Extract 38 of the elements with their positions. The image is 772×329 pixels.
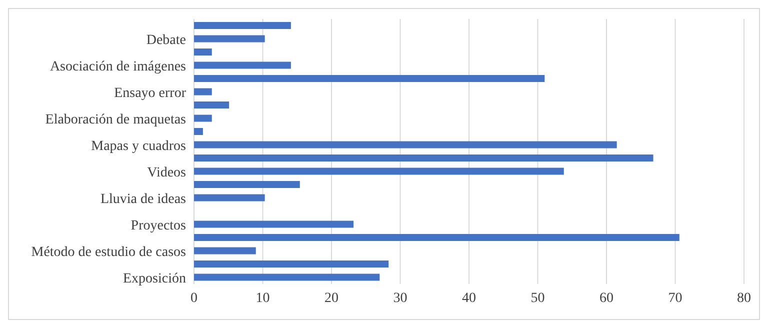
x-tick-label: 50 <box>530 290 545 306</box>
bar <box>194 168 564 175</box>
y-tick-label: Videos <box>147 165 186 180</box>
y-tick-label: Proyectos <box>130 218 186 234</box>
x-tick-label: 70 <box>668 290 682 306</box>
y-tick-label: Asociación de imágenes <box>50 59 186 74</box>
bar <box>194 22 291 29</box>
x-tick-label: 30 <box>393 290 408 306</box>
x-tick-label: 60 <box>600 290 614 306</box>
x-tick-label: 80 <box>737 290 751 306</box>
x-tick-label: 0 <box>190 290 198 306</box>
bar <box>194 75 545 82</box>
y-tick-label: Método de estudio de casos <box>31 244 186 260</box>
bar <box>194 88 212 96</box>
bar <box>194 260 389 268</box>
bar <box>194 62 291 69</box>
bar <box>194 141 617 148</box>
bar <box>194 154 654 162</box>
bar <box>194 274 380 281</box>
bar <box>194 220 354 228</box>
y-tick-label: Debate <box>146 32 186 48</box>
y-tick-label: Lluvia de ideas <box>100 192 186 207</box>
y-tick-label: Ensayo error <box>114 86 186 101</box>
y-tick-label: Exposición <box>123 271 186 286</box>
y-tick-label: Mapas y cuadros <box>91 138 186 154</box>
x-tick-label: 40 <box>462 290 476 306</box>
y-tick-label: Elaboración de maquetas <box>45 112 186 128</box>
bar <box>194 35 265 42</box>
bar <box>194 48 212 56</box>
x-tick-label: 20 <box>324 290 338 306</box>
bar <box>194 194 265 202</box>
bar <box>194 102 230 108</box>
bar <box>194 128 203 135</box>
bar <box>194 114 212 122</box>
x-tick-label: 10 <box>256 290 270 306</box>
bar <box>194 181 300 188</box>
bar <box>194 247 256 254</box>
bar <box>194 234 680 241</box>
